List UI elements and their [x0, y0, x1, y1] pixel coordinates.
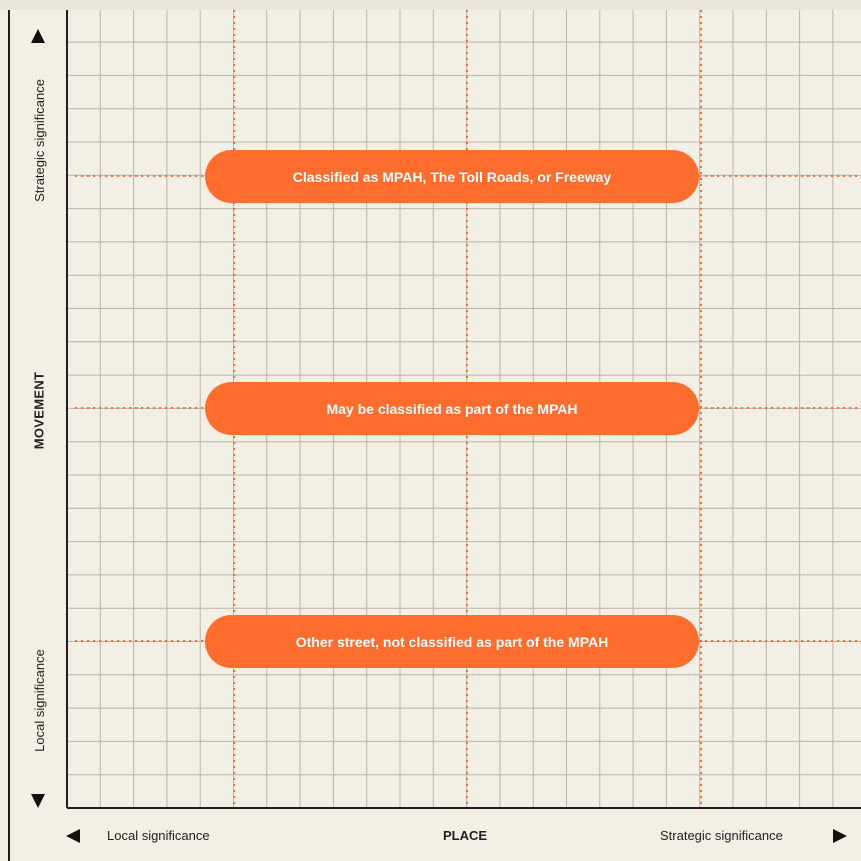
band-label-strategic: Classified as MPAH, The Toll Roads, or F… [292, 168, 612, 185]
band-pill-strategic: Classified as MPAH, The Toll Roads, or F… [205, 150, 699, 203]
y-top-label-wrap: Strategic significance [14, 55, 64, 225]
y-title-wrap: MOVEMENT [14, 340, 64, 480]
band-label-medium: May be classified as part of the MPAH [326, 400, 578, 417]
arrow-up-icon [31, 29, 45, 43]
left-border [8, 10, 10, 861]
x-axis-left-label: Local significance [107, 828, 210, 843]
arrow-right-icon [833, 829, 847, 843]
band-pill-medium: May be classified as part of the MPAH [205, 382, 699, 435]
band-pill-local: Other street, not classified as part of … [205, 615, 699, 668]
arrow-down-icon [31, 794, 45, 808]
top-band [0, 0, 861, 10]
band-label-local: Other street, not classified as part of … [295, 633, 609, 650]
y-axis-top-label: Strategic significance [31, 78, 47, 202]
y-bottom-label-wrap: Local significance [14, 630, 64, 770]
y-axis-title: MOVEMENT [31, 371, 47, 449]
y-axis-bottom-label: Local significance [31, 648, 47, 752]
dotted-guides [75, 10, 861, 808]
x-axis-title: PLACE [443, 828, 488, 843]
arrow-left-icon [66, 829, 80, 843]
x-axis-right-label: Strategic significance [660, 828, 783, 843]
